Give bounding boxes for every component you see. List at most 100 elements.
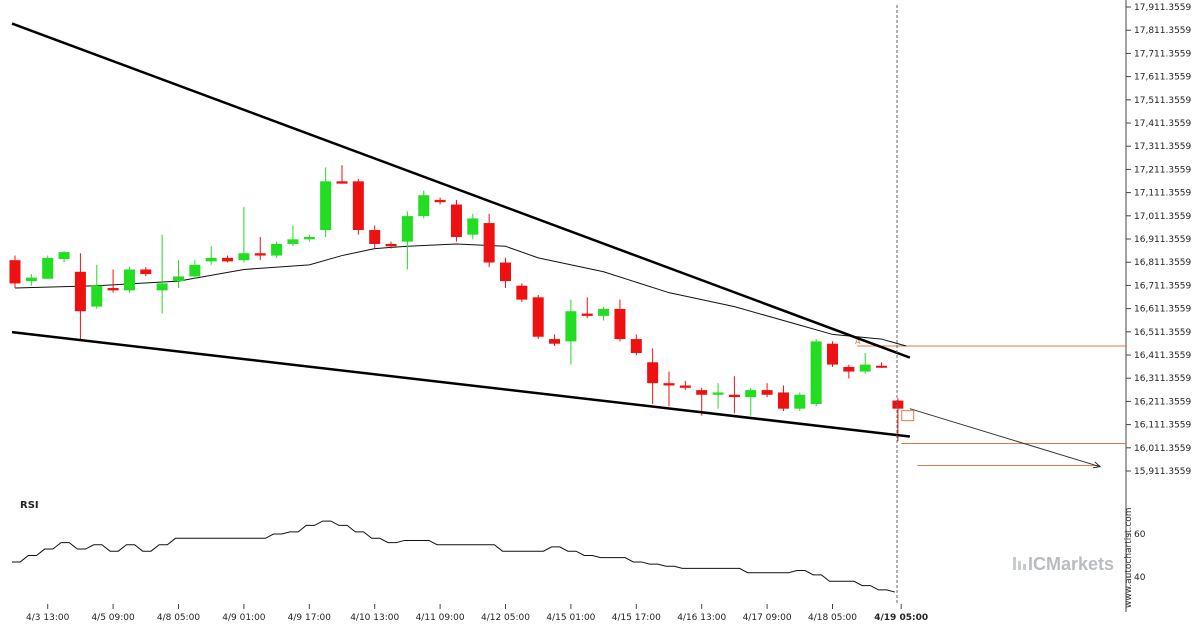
candle-body [287,239,299,244]
price-tick-label: 16,211.3559 [1134,397,1192,407]
price-tick-label: 17,711.3559 [1134,49,1192,59]
candle [761,383,773,398]
candle [140,267,152,277]
time-tick-label: 4/11 09:00 [416,613,465,623]
candle-body [222,257,234,262]
price-tick-label: 16,911.3559 [1134,235,1192,245]
time-tick-label: 4/19 05:00 [874,613,928,623]
price-tick-label: 15,911.3559 [1134,467,1192,477]
candle [418,190,430,219]
candle [320,167,332,237]
candle-body [810,341,822,405]
price-tick-label: 17,311.3559 [1134,142,1192,152]
candle-body [843,366,855,372]
time-axis: 4/3 13:00 4/5 09:00 4/8 05:00 4/9 01:00 4/9 … [26,604,928,623]
rsi-panel: RSI 60 40 [12,500,1146,593]
candle [9,255,21,289]
candle [42,255,54,279]
candle [728,376,740,414]
pattern-point-label: A [855,337,861,346]
candle [663,371,675,407]
candle-body [189,264,201,277]
rsi-tick-label: 40 [1134,573,1146,583]
candle-body [892,400,904,409]
candle-body [532,297,544,337]
candle [598,306,610,321]
time-tick-label: 4/10 13:00 [350,613,399,623]
candle-body [254,253,266,256]
candle [647,348,659,405]
projection-arrowhead [1093,461,1102,469]
projection-line [909,408,1101,468]
time-tick-label: 4/9 17:00 [288,613,332,623]
candle [581,297,593,319]
candle [123,267,135,293]
candle-body [483,223,495,263]
candle-body [598,308,610,316]
candle-body [238,253,250,261]
candle-body [9,260,21,284]
current-price-box [901,410,915,422]
candle [352,178,364,235]
candle [173,260,184,289]
time-tick-label: 4/17 09:00 [743,613,792,623]
candle [58,250,70,263]
candle-body [712,392,724,395]
price-tick-label: 16,111.3559 [1134,421,1192,431]
upper-trendline [11,22,911,359]
price-tick-label: 17,911.3559 [1134,3,1192,13]
price-tick-label: 17,811.3559 [1134,26,1192,36]
candle-body [336,181,348,184]
candle-body [140,269,152,275]
rsi-title: RSI [20,500,39,511]
candle-body [303,236,315,240]
candle [222,255,234,263]
candle-body [467,218,479,235]
time-tick-label: 4/9 01:00 [222,613,266,623]
candle-body [696,390,708,395]
price-tick-label: 17,411.3559 [1134,119,1192,129]
moving-average [14,243,907,347]
candle [91,264,103,309]
candle-body [630,339,642,353]
candle-body [320,181,332,231]
candle-body [42,257,54,279]
price-tick-label: 16,511.3559 [1134,328,1192,338]
candle [450,199,462,242]
candle [679,380,691,391]
candle-body [500,262,511,282]
time-tick-label: 4/15 17:00 [612,613,661,623]
candle [336,165,348,184]
price-tick-label: 17,111.3559 [1134,189,1192,199]
candle-body [516,285,528,300]
price-tick-label: 17,211.3559 [1134,165,1192,175]
candle-body [156,283,168,291]
candle-body [777,392,789,409]
candle [614,299,626,342]
candle-body [450,204,462,237]
candle [483,213,495,268]
candle [434,197,446,205]
target-levels: A [855,337,1126,467]
price-tick-label: 16,611.3559 [1134,305,1192,315]
candle [467,213,479,240]
time-tick-label: 4/16 13:00 [677,613,726,623]
candle-body [107,288,119,291]
candle-body [859,364,871,372]
candle-body [647,362,659,384]
wedge-trendlines [11,22,911,438]
brand-logo-icon [1013,557,1016,570]
candle [74,253,86,340]
time-tick-label: 4/5 09:00 [91,613,135,623]
candle [254,236,266,261]
candle [25,274,37,286]
candle-body [385,243,397,247]
price-tick-label: 16,711.3559 [1134,281,1192,291]
candle-body [58,252,70,260]
candle [287,225,299,247]
time-tick-label: 4/12 05:00 [481,613,530,623]
candle [532,294,544,340]
candle-body [123,269,135,291]
candle-body [761,390,773,395]
